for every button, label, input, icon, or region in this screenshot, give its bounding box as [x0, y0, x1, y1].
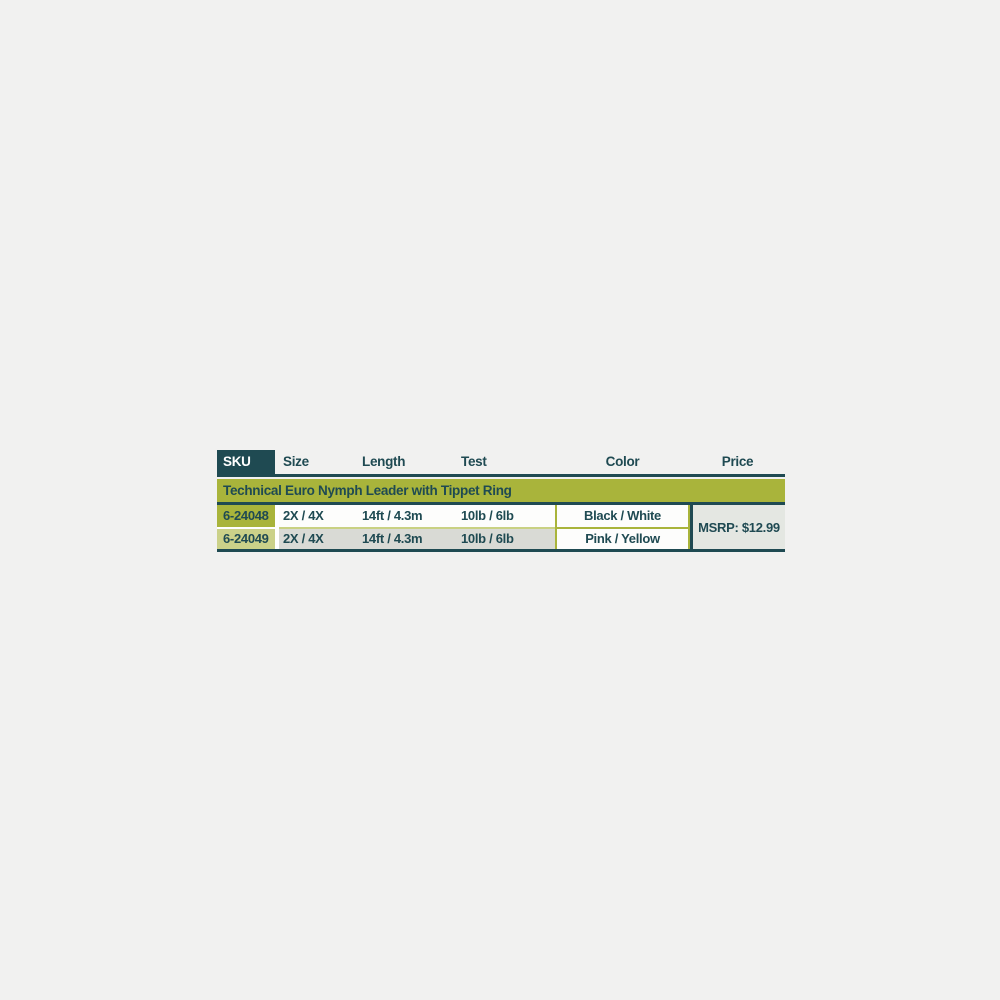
row-separator-color-segment — [555, 527, 690, 529]
table-body: 6-24048 2X / 4X 14ft / 4.3m 10lb / 6lb B… — [217, 505, 785, 549]
color-cell: Black / White — [555, 505, 690, 527]
table-bottom-rule — [217, 549, 785, 552]
table-header-row: SKU Size Length Test Color Price — [217, 450, 785, 474]
header-divider-rule — [217, 474, 785, 477]
table-body-main: 6-24048 2X / 4X 14ft / 4.3m 10lb / 6lb B… — [217, 505, 690, 549]
length-cell: 14ft / 4.3m — [357, 529, 457, 549]
product-title-band: Technical Euro Nymph Leader with Tippet … — [217, 479, 785, 502]
color-cell: Pink / Yellow — [555, 529, 690, 549]
sku-cell: 6-24048 — [217, 505, 275, 527]
row-separator-sku-segment — [217, 527, 279, 529]
column-gap — [275, 505, 279, 527]
row-separator — [217, 527, 690, 529]
product-spec-table: SKU Size Length Test Color Price Technic… — [217, 450, 785, 552]
test-cell: 10lb / 6lb — [457, 505, 555, 527]
sku-cell: 6-24049 — [217, 529, 275, 549]
row-separator-main-segment — [279, 527, 555, 529]
column-header-size: Size — [283, 454, 309, 469]
column-header-length: Length — [362, 454, 406, 469]
length-cell: 14ft / 4.3m — [357, 505, 457, 527]
column-gap — [275, 529, 279, 549]
msrp-price-cell: MSRP: $12.99 — [690, 505, 785, 549]
column-header-test: Test — [461, 454, 487, 469]
column-header-color: Color — [605, 454, 640, 469]
column-header-sku: SKU — [217, 450, 275, 474]
test-cell: 10lb / 6lb — [457, 529, 555, 549]
size-cell: 2X / 4X — [279, 505, 357, 527]
column-header-price: Price — [721, 454, 754, 469]
size-cell: 2X / 4X — [279, 529, 357, 549]
table-row: 6-24049 2X / 4X 14ft / 4.3m 10lb / 6lb P… — [217, 529, 690, 549]
band-divider-rule — [217, 502, 785, 505]
table-row: 6-24048 2X / 4X 14ft / 4.3m 10lb / 6lb B… — [217, 505, 690, 527]
